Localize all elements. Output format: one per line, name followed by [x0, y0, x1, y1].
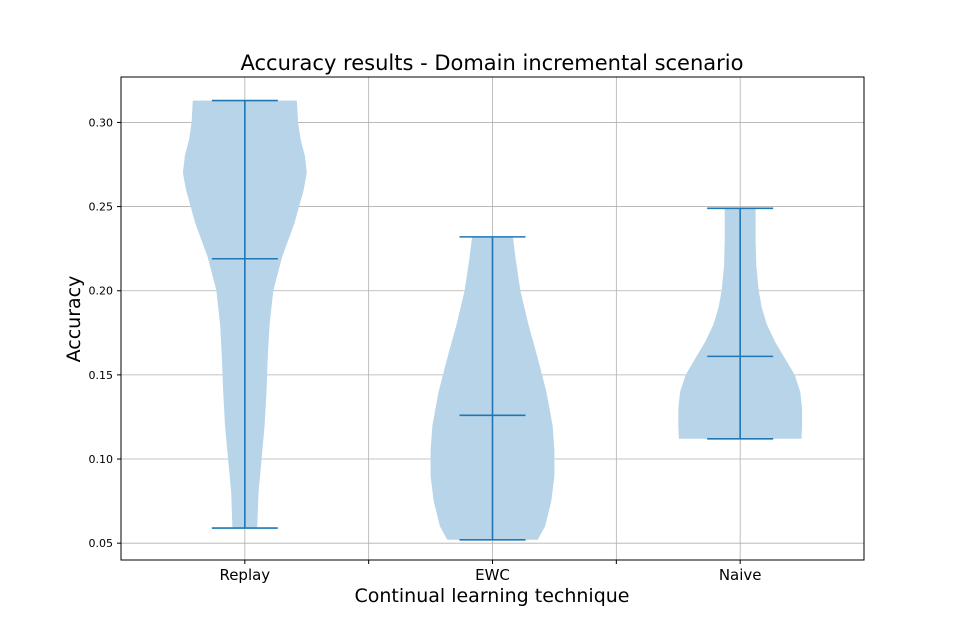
x-tick-label: EWC: [475, 566, 510, 584]
axis-ticks: 0.05 0.10 0.15 0.20 0.25 0.30 Replay EWC Naive: [89, 116, 762, 584]
y-tick-label: 0.15: [89, 369, 114, 382]
y-tick-label: 0.30: [89, 116, 114, 129]
y-tick-label: 0.25: [89, 201, 114, 214]
y-tick-label: 0.20: [89, 285, 114, 298]
violin-plots: [182, 99, 803, 541]
chart-title: Accuracy results - Domain incremental sc…: [241, 51, 744, 75]
y-tick-label: 0.10: [89, 453, 114, 466]
x-axis-label: Continual learning technique: [355, 585, 630, 607]
y-axis-label: Accuracy: [63, 276, 85, 363]
x-tick-label: Naive: [719, 566, 762, 584]
y-tick-label: 0.05: [89, 537, 114, 550]
x-tick-label: Replay: [219, 566, 270, 584]
